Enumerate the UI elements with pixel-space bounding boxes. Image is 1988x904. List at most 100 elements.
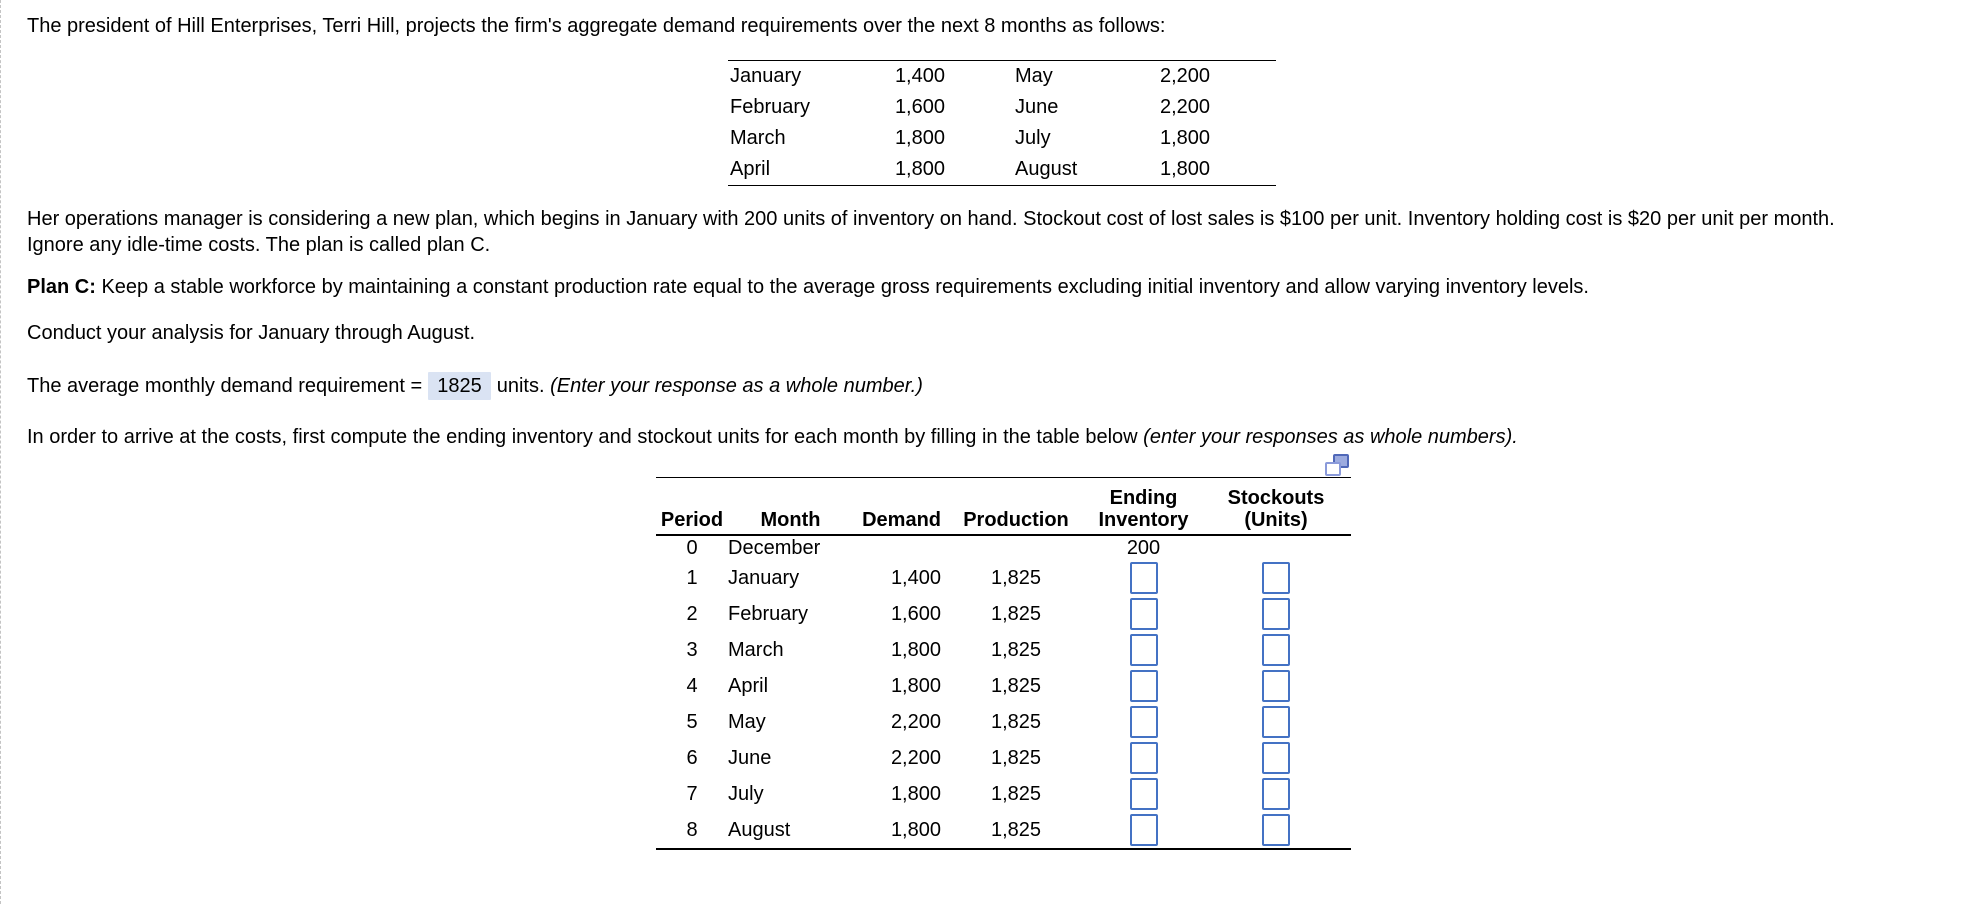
demand-cell: 1,800 [890,638,941,661]
table-row: February 1,600 June 2,200 [728,92,1276,123]
ending-inventory-cell [1086,668,1201,704]
demand-value: 1,600 [894,96,945,118]
table-row-period-7: 7 July 1,800 1,825 [656,776,1351,812]
period-cell: 7 [686,782,698,805]
plan-c-label: Plan C: [27,276,96,298]
ending-inventory-cell [1086,740,1201,776]
plan-c-text: Plan C: Keep a stable workforce by maint… [27,274,1589,300]
month-label: March [730,127,786,149]
col-header-ending-line2: Inventory [1098,509,1189,531]
demand-value: 2,200 [1160,96,1211,118]
ending-inventory-input-3[interactable] [1129,634,1158,666]
col-header-period: Period [656,477,728,536]
ending-inventory-input-5[interactable] [1129,706,1158,738]
month-cell: April [728,674,769,697]
stockouts-cell [1201,632,1351,668]
intro-text: The president of Hill Enterprises, Terri… [27,15,1166,37]
table-row: March 1,800 July 1,800 [728,123,1276,154]
month-label: August [945,154,1160,186]
ending-inventory-input-1[interactable] [1129,562,1158,594]
table-row-period-3: 3 March 1,800 1,825 [656,632,1351,668]
copy-icon-front-window [1325,462,1341,476]
stockouts-input-2[interactable] [1262,598,1290,630]
demand-value: 1,400 [890,60,945,92]
demand-value: 1,800 [890,154,945,186]
col-header-stockouts: Stockouts (Units) [1201,477,1351,536]
demand-cell: 1,800 [890,674,941,697]
avg-demand-answer[interactable]: 1825 [428,372,491,400]
production-cell: 1,825 [990,746,1042,769]
stockouts-input-8[interactable] [1262,814,1290,846]
month-cell: August [728,812,853,850]
stockouts-input-5[interactable] [1262,706,1290,738]
period-cell: 5 [686,710,698,733]
col-header-demand: Demand [853,477,946,536]
ending-inventory-cell [1086,596,1201,632]
month-label: January [728,60,890,92]
average-demand-prefix: The average monthly demand requirement = [27,375,423,397]
period-cell: 3 [686,638,698,661]
stockouts-cell [1201,596,1351,632]
month-cell: December [728,536,821,559]
instruction-line: In order to arrive at the costs, first c… [27,424,1518,450]
production-cell: 1,825 [990,782,1042,805]
average-demand-line: The average monthly demand requirement =… [27,372,923,400]
ending-inventory-input-4[interactable] [1129,670,1158,702]
col-header-ending-inventory: Ending Inventory [1086,477,1201,536]
plan-c-description: Keep a stable workforce by maintaining a… [95,276,1589,298]
month-cell: February [728,602,809,625]
month-label: April [728,154,890,186]
production-cell: 1,825 [990,674,1042,697]
demand-value: 2,200 [1160,60,1276,92]
stockouts-input-7[interactable] [1262,778,1290,810]
month-label: June [1015,96,1059,118]
scenario-text: Her operations manager is considering a … [27,206,1835,258]
ending-inventory-input-8[interactable] [1129,814,1158,846]
table-row-period-8: 8 August 1,800 1,825 [656,812,1351,850]
production-cell: 1,825 [990,566,1042,589]
demand-cell: 1,600 [890,602,941,625]
table-row: January 1,400 May 2,200 [728,60,1276,92]
period-cell: 6 [686,746,698,769]
ending-inventory-cell [1086,632,1201,668]
table-row: April 1,800 August 1,800 [728,154,1276,186]
demand-summary-table: January 1,400 May 2,200 February 1,600 J… [728,60,1276,186]
demand-cell: 2,200 [890,746,941,769]
month-cell: May [728,710,766,733]
stockouts-input-1[interactable] [1262,562,1290,594]
table-row-period-4: 4 April 1,800 1,825 [656,668,1351,704]
stockouts-input-3[interactable] [1262,634,1290,666]
demand-cell: 1,800 [853,812,946,850]
col-header-production: Production [946,477,1086,536]
demand-cell: 2,200 [890,710,941,733]
demand-value: 1,800 [1160,127,1211,149]
scenario-line-2: Ignore any idle-time costs. The plan is … [27,234,491,256]
table-row-period-5: 5 May 2,200 1,825 [656,704,1351,740]
demand-value: 1,800 [894,127,945,149]
average-demand-suffix: units. [496,375,545,397]
production-cell [946,535,1086,560]
production-cell: 1,825 [990,638,1042,661]
ending-inventory-input-7[interactable] [1129,778,1158,810]
month-label: May [945,60,1160,92]
col-header-month: Month [728,477,853,536]
copy-table-icon[interactable] [1325,454,1349,476]
ending-inventory-input-6[interactable] [1129,742,1158,774]
month-cell: June [728,746,772,769]
stockouts-cell [1201,560,1351,596]
stockouts-cell [1201,704,1351,740]
stockouts-input-4[interactable] [1262,670,1290,702]
month-label: July [1015,127,1051,149]
col-header-stockouts-line1: Stockouts [1227,487,1325,509]
demand-value: 1,800 [1160,154,1276,186]
col-header-stockouts-line2: (Units) [1244,509,1308,531]
stockouts-input-6[interactable] [1262,742,1290,774]
conduct-text: Conduct your analysis for January throug… [27,322,476,344]
header-row: Period Month Demand Production Ending In… [656,477,1351,536]
ending-inventory-cell [1086,560,1201,596]
period-cell: 4 [686,674,698,697]
production-cell: 1,825 [946,812,1086,850]
production-cell: 1,825 [990,710,1042,733]
ending-inventory-input-2[interactable] [1129,598,1158,630]
